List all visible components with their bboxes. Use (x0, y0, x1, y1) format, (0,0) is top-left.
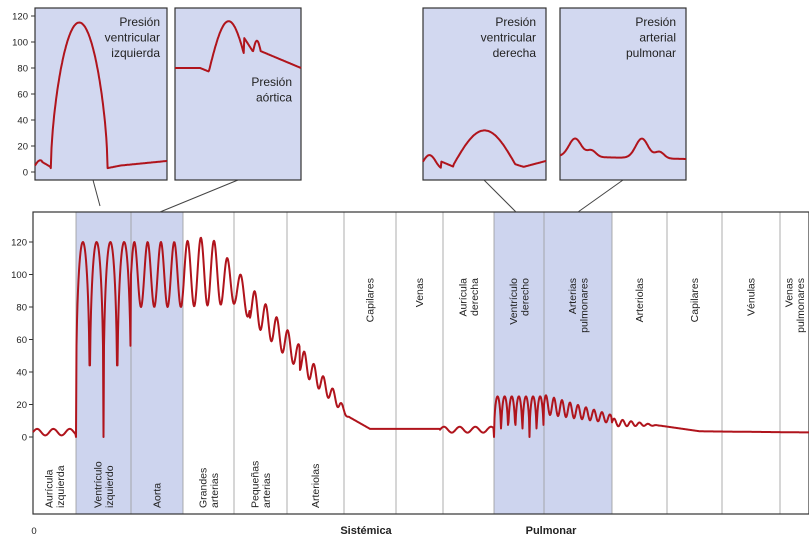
region-label-auricula-izquierda: Aurícula izquierda (43, 465, 67, 508)
inset-label-line: izquierda (111, 46, 160, 60)
region-label-line: Capilares (365, 278, 377, 322)
main-y-tick-label: 0 (22, 433, 27, 444)
inset-panel (559, 7, 687, 181)
region-shade-arterias-pulmonares (544, 212, 612, 514)
region-label-line: Aurícula (43, 469, 55, 508)
inset-label-line: aórtica (256, 91, 292, 105)
inset-connector (577, 179, 624, 213)
inset-connector (92, 179, 101, 207)
region-label-auricula-derecha: Aurícula derecha (457, 278, 481, 317)
region-label-arteriolas-pulmonares: Arteriolas (634, 278, 646, 322)
main-y-tick-label: 20 (16, 400, 27, 411)
inset-label-line: derecha (493, 46, 537, 60)
region-label-line: derecho (519, 278, 531, 316)
region-label-line: Vénulas (746, 278, 758, 316)
inset-pressure-curve (34, 21, 168, 170)
region-label-line: pulmonares (795, 278, 807, 333)
bottom-zero-label: 0 (31, 526, 36, 537)
region-label-ventriculo-izquierdo: Ventrículo izquierdo (92, 461, 116, 508)
region-shade-aorta (131, 212, 183, 514)
region-label-venulas: Vénulas (746, 278, 758, 316)
inset-y-tick-label: 40 (17, 116, 28, 127)
region-label-line: Aurícula (457, 278, 469, 317)
region-label-line: Venas (414, 278, 426, 307)
inset-pressure-curve (422, 129, 547, 169)
inset-connector (483, 179, 517, 213)
inset-y-tick-label: 120 (12, 12, 28, 23)
region-label-line: Ventrículo (508, 278, 520, 325)
inset-pressure-curve (174, 20, 302, 73)
main-y-tick-label: 100 (11, 270, 27, 281)
region-label-venas: Venas (414, 278, 426, 307)
inset-label-line: Presión (635, 15, 676, 29)
region-label-line: arterias (261, 473, 273, 508)
inset-y-tick-label: 100 (12, 38, 28, 49)
main-pressure-curve (32, 236, 809, 438)
region-label-line: izquierda (55, 465, 67, 508)
main-y-tick-label: 120 (11, 238, 27, 249)
inset-pressure-curve (559, 137, 687, 160)
inset-label-line: pulmonar (626, 46, 676, 60)
inset-label-line: Presión (495, 15, 536, 29)
main-y-tick-label: 40 (16, 368, 27, 379)
inset-y-tick-label: 0 (23, 168, 28, 179)
region-label-line: Arterias (567, 278, 579, 314)
region-label-capilares-sistemicos: Capilares (365, 278, 377, 322)
inset-connector (159, 179, 239, 213)
inset-label-line: ventricular (481, 31, 536, 45)
region-label-line: Venas (783, 278, 795, 307)
pulmonar-label: Pulmonar (526, 525, 577, 537)
inset-label-line: Presión (251, 75, 292, 89)
region-label-line: Capilares (689, 278, 701, 322)
main-chart-frame (32, 211, 809, 515)
region-label-venas-pulmonares: Venas pulmonares (783, 278, 807, 333)
region-label-line: Aorta (152, 483, 164, 508)
inset-y-tick-label: 80 (17, 64, 28, 75)
region-label-aorta: Aorta (152, 483, 164, 508)
inset-ao: Presión aórtica (174, 7, 302, 181)
inset-panel (422, 7, 547, 181)
region-label-grandes-arterias: Grandes arterias (197, 468, 221, 508)
inset-label-line: Presión (119, 15, 160, 29)
main-y-tick-label: 80 (16, 303, 27, 314)
region-label-line: derecha (469, 278, 481, 316)
inset-y-tick-label: 60 (17, 90, 28, 101)
region-label-capilares-pulmonares: Capilares (689, 278, 701, 322)
region-label-line: izquierdo (104, 465, 116, 508)
region-label-pequenas-arterias: Pequeñas arterias (249, 461, 273, 508)
region-label-arteriolas-sistemicas: Arteriolas (310, 464, 322, 508)
region-label-line: arterias (209, 473, 221, 508)
region-label-line: pulmonares (578, 278, 590, 333)
inset-label-line: arterial (639, 31, 676, 45)
region-label-line: Grandes (197, 468, 209, 508)
sistemica-label: Sistémica (340, 525, 392, 537)
region-label-line: Arteriolas (634, 278, 646, 322)
inset-label-line: ventricular (105, 31, 160, 45)
main-y-tick-label: 60 (16, 335, 27, 346)
region-label-line: Pequeñas (249, 461, 261, 508)
region-shade-ventriculo-derecho (494, 212, 544, 514)
region-label-ventriculo-derecho: Ventrículo derecho (508, 278, 532, 325)
region-label-line: Ventrículo (92, 461, 104, 508)
inset-y-tick-label: 20 (17, 142, 28, 153)
region-label-arterias-pulmonares: Arterias pulmonares (567, 278, 591, 333)
region-label-line: Arteriolas (310, 464, 322, 508)
